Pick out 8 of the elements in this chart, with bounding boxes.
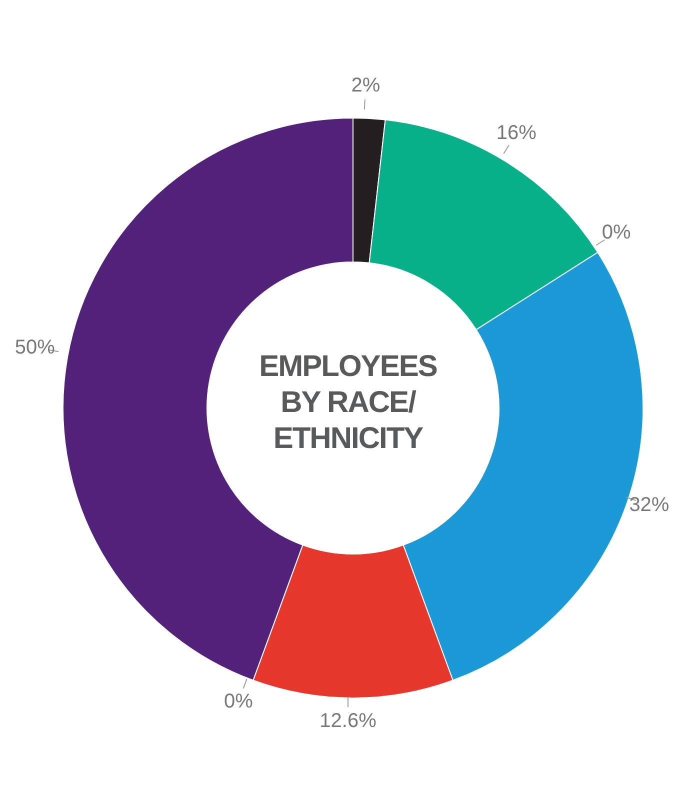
data-label: 12.6% — [320, 710, 377, 732]
text: 0% — [224, 690, 253, 713]
text: 0% — [602, 221, 631, 244]
data-label: 32% — [629, 494, 670, 516]
data-label: 50% — [14, 336, 56, 358]
text: EMPLOYEES BY RACE/ ETHNICITY — [258, 349, 438, 457]
data-label: 2% — [351, 74, 380, 96]
data-label: 16% — [496, 122, 537, 144]
